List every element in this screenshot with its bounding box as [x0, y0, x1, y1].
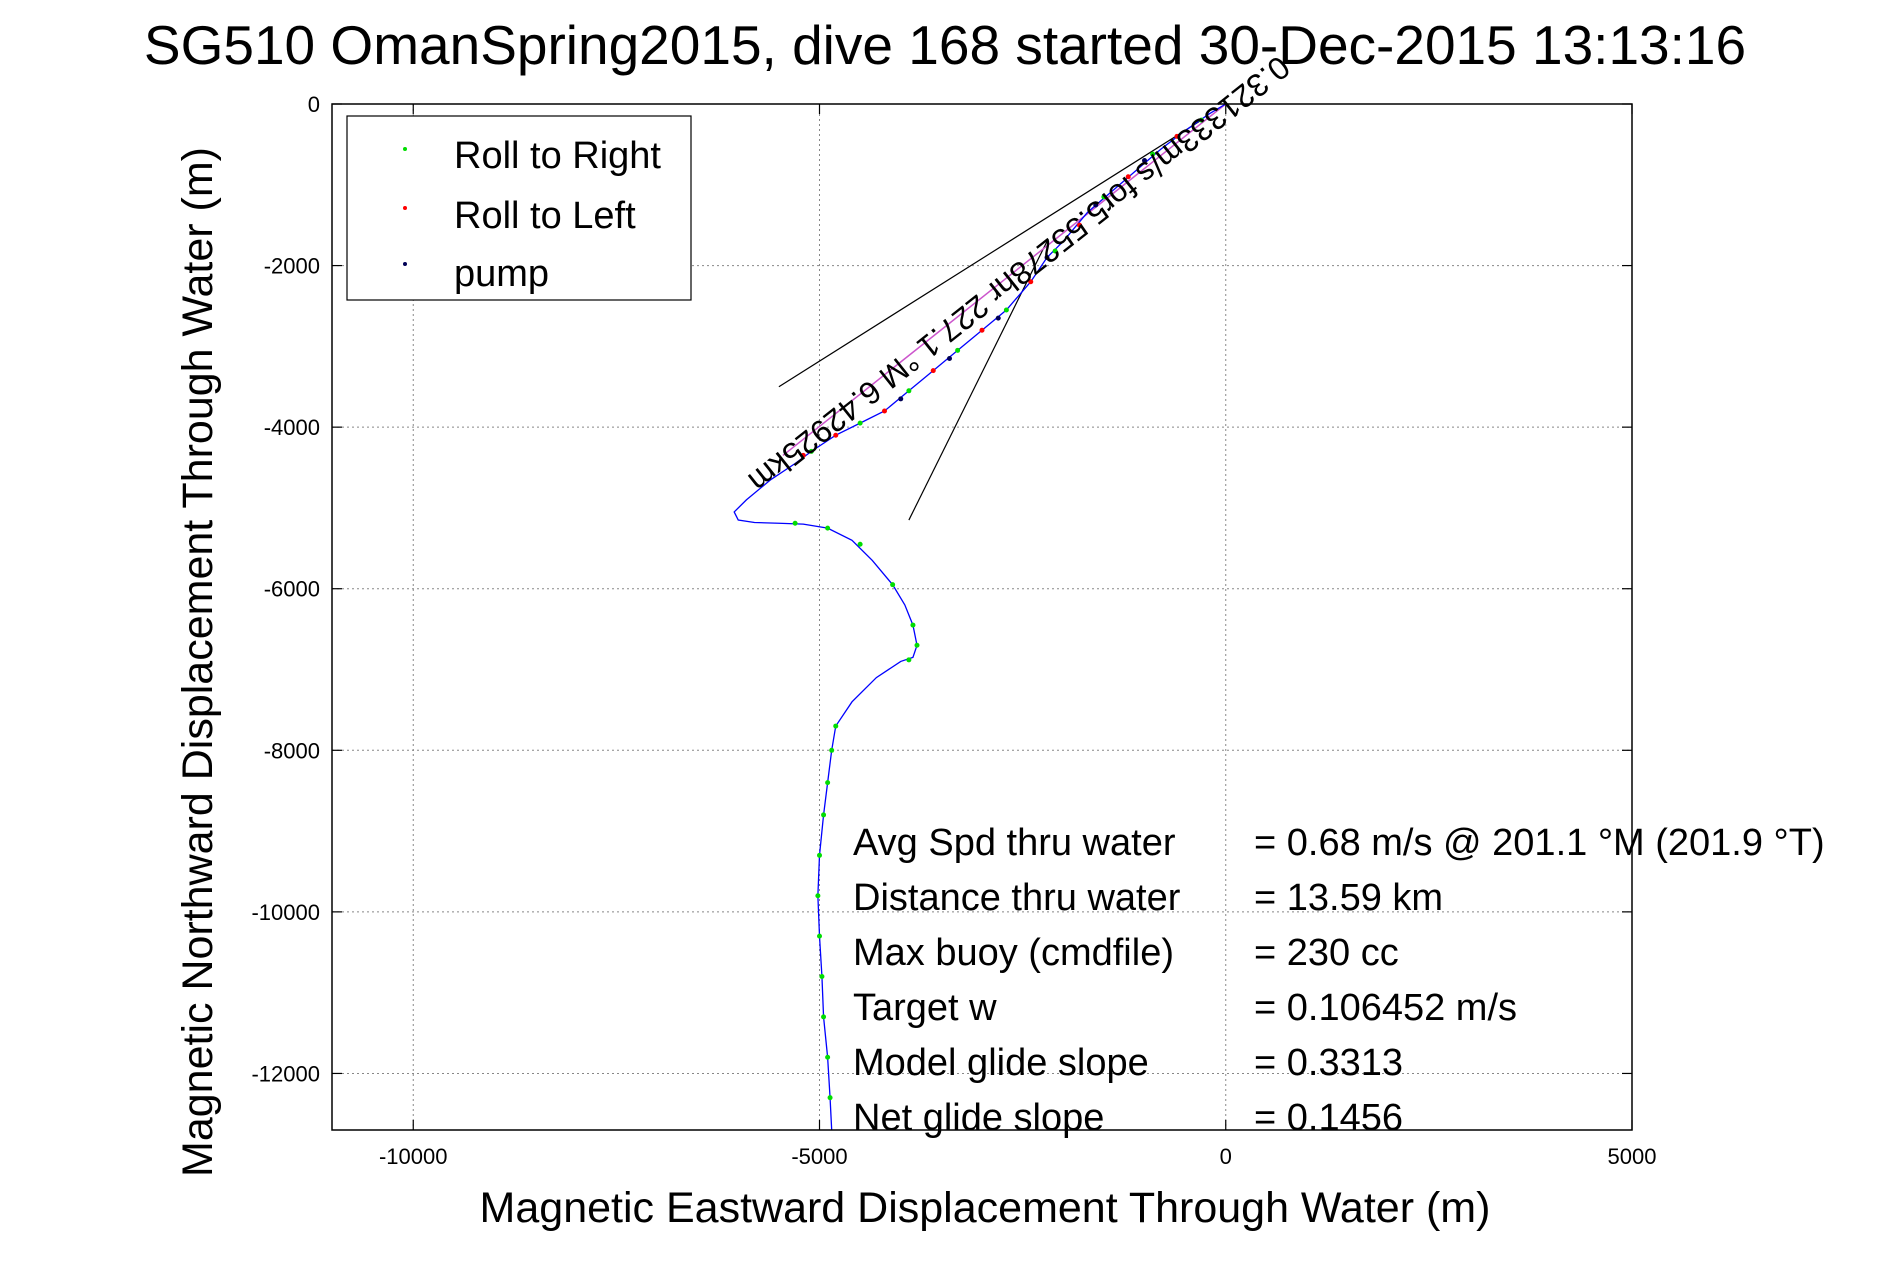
roll-right-point — [808, 448, 814, 454]
roll-right-point — [829, 747, 835, 753]
y-tick-label: -8000 — [264, 738, 320, 763]
roll-left-point — [979, 327, 985, 333]
dive-statistics: Avg Spd thru water = 0.68 m/s @ 201.1 °M… — [853, 822, 1825, 1139]
track-line — [733, 104, 1227, 1130]
plot-area — [733, 104, 1227, 1130]
roll-right-point — [825, 1054, 831, 1060]
roll-right-point — [1003, 307, 1009, 313]
y-tick-label: -4000 — [264, 415, 320, 440]
roll-right-point — [833, 723, 839, 729]
roll-right-point — [1198, 117, 1204, 123]
roll-right-point — [1150, 151, 1156, 157]
y-tick-label: -6000 — [264, 577, 320, 602]
stat-label: Net glide slope — [853, 1097, 1104, 1139]
roll-right-point — [815, 893, 821, 899]
stat-label: Model glide slope — [853, 1042, 1149, 1084]
roll-right-point — [890, 582, 896, 588]
stat-value: = 0.106452 m/s — [1254, 987, 1517, 1029]
heading-cone — [778, 119, 1202, 521]
x-tick-label: -5000 — [791, 1144, 847, 1169]
roll-left-point — [800, 452, 806, 458]
roll-right-point — [1052, 248, 1058, 254]
legend-roll-left-marker — [403, 206, 407, 210]
track-markers — [792, 117, 1204, 1101]
plot-frame — [331, 103, 1633, 1131]
stat-value: = 0.68 m/s @ 201.1 °M (201.9 °T) — [1254, 822, 1825, 864]
roll-right-point — [906, 657, 912, 663]
roll-right-point — [955, 347, 961, 353]
heading-cone-line — [908, 241, 1048, 521]
legend: Roll to Right Roll to Left pump — [346, 115, 692, 301]
pump-point — [1093, 202, 1099, 208]
roll-left-point — [833, 432, 839, 438]
roll-right-point — [914, 642, 920, 648]
stat-value: = 13.59 km — [1254, 877, 1443, 919]
legend-roll-right-marker — [403, 147, 407, 151]
roll-right-point — [827, 1095, 833, 1101]
roll-right-point — [821, 812, 827, 818]
legend-pump-marker — [403, 262, 407, 266]
track-series — [733, 104, 1227, 1130]
x-axis-label: Magnetic Eastward Displacement Through W… — [480, 1184, 1491, 1232]
y-tick-label: -10000 — [251, 900, 320, 925]
roll-right-point — [817, 933, 822, 939]
roll-right-point — [817, 852, 822, 858]
roll-left-point — [1125, 174, 1131, 180]
roll-left-point — [1077, 222, 1082, 228]
pump-point — [1044, 254, 1050, 260]
legend-roll-left-label: Roll to Left — [454, 195, 636, 237]
y-tick-label: -2000 — [264, 254, 320, 279]
roll-right-point — [825, 780, 831, 786]
roll-right-point — [1101, 194, 1107, 200]
roll-left-point — [1174, 133, 1180, 139]
stat-label: Target w — [853, 987, 997, 1029]
x-tick-label: 5000 — [1608, 1144, 1657, 1169]
pump-point — [1142, 158, 1147, 164]
roll-right-point — [825, 525, 831, 531]
legend-roll-right-label: Roll to Right — [454, 135, 661, 177]
roll-right-point — [910, 622, 916, 628]
heading-vector — [782, 104, 1227, 457]
roll-left-point — [882, 408, 887, 414]
x-tick-label: 0 — [1220, 1144, 1232, 1169]
roll-left-point — [1028, 279, 1034, 285]
stat-value: = 230 cc — [1254, 932, 1399, 974]
chart-title: SG510 OmanSpring2015, dive 168 started 3… — [144, 14, 1746, 76]
pump-point — [898, 396, 904, 402]
heading-vector-line — [782, 104, 1227, 457]
roll-right-point — [792, 520, 798, 526]
heading-cone-line — [778, 119, 1202, 388]
y-axis-label: Magnetic Northward Displacement Through … — [174, 147, 222, 1177]
roll-right-point — [819, 974, 825, 980]
stat-label: Max buoy (cmdfile) — [853, 932, 1174, 974]
roll-right-point — [857, 420, 863, 426]
stat-value: = 0.1456 — [1254, 1097, 1403, 1139]
axis-ticks: -10000 -5000 0 5000 0 -2000 -4000 -6000 -8000 -10… — [251, 92, 1656, 1169]
roll-right-point — [857, 541, 863, 547]
stat-label: Distance thru water — [853, 877, 1181, 919]
legend-pump-label: pump — [454, 253, 549, 295]
y-tick-label: -12000 — [251, 1061, 320, 1086]
pump-point — [947, 355, 952, 361]
x-tick-label: -10000 — [379, 1144, 448, 1169]
stat-label: Avg Spd thru water — [853, 822, 1176, 864]
roll-right-point — [906, 388, 912, 394]
stat-value: = 0.3313 — [1254, 1042, 1403, 1084]
y-tick-label: 0 — [308, 92, 320, 117]
roll-left-point — [930, 368, 936, 374]
roll-right-point — [821, 1014, 827, 1020]
pump-point — [995, 315, 1001, 321]
